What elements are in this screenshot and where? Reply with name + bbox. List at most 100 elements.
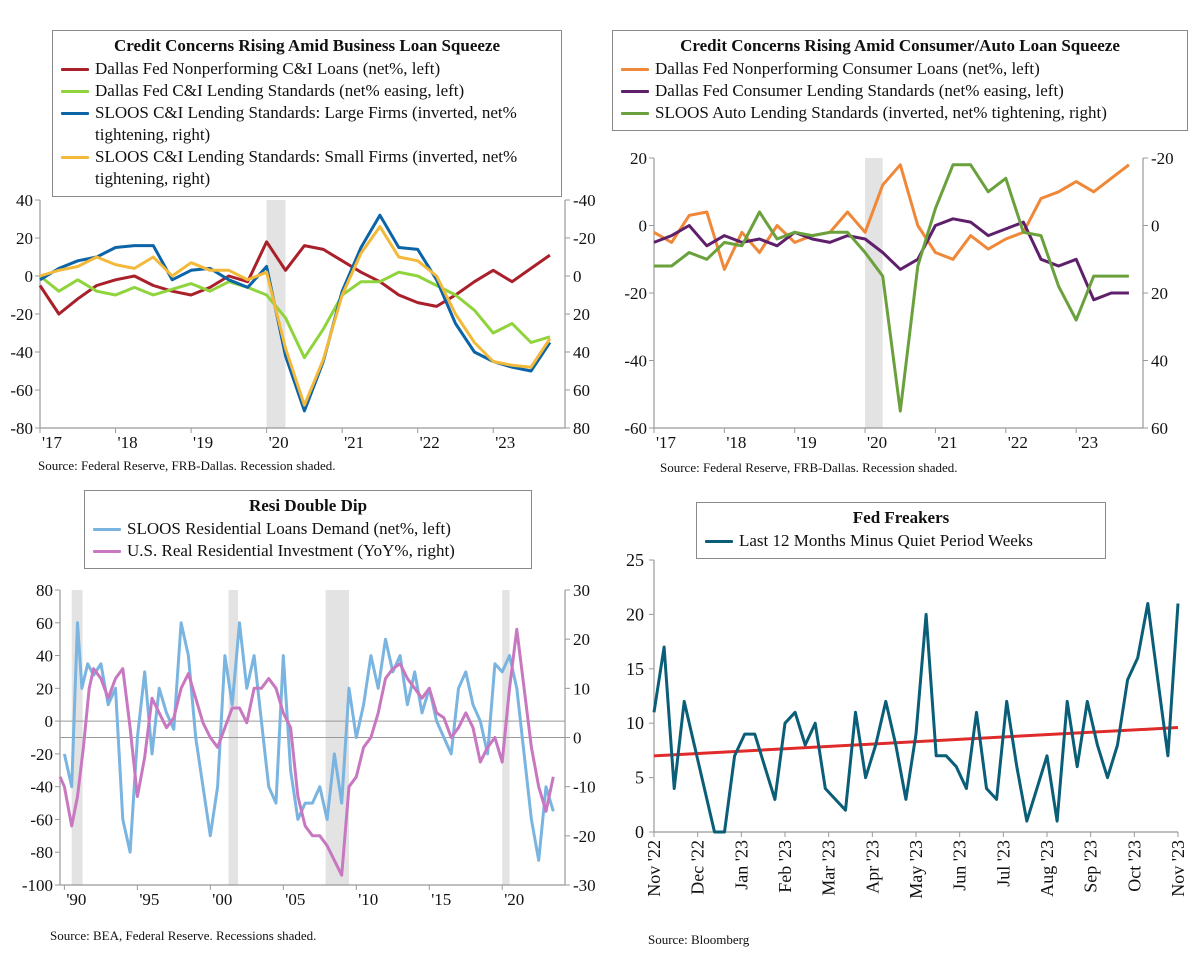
x-tick-label: Apr '23 bbox=[862, 840, 882, 894]
x-tick-label: Jun '23 bbox=[950, 840, 970, 891]
business-loan-legend: Credit Concerns Rising Amid Business Loa… bbox=[52, 30, 562, 197]
legend-label: Last 12 Months Minus Quiet Period Weeks bbox=[739, 531, 1033, 550]
legend-label: U.S. Real Residential Investment (YoY%, … bbox=[127, 541, 455, 560]
x-tick-label: '18 bbox=[726, 433, 746, 452]
x-tick-label: '19 bbox=[193, 433, 213, 452]
chart-source: Source: Federal Reserve, FRB-Dallas. Rec… bbox=[38, 458, 336, 473]
legend-item: U.S. Real Residential Investment (YoY%, … bbox=[93, 540, 523, 562]
y-tick-label-right: 10 bbox=[573, 679, 590, 698]
x-tick-label: '00 bbox=[212, 890, 232, 909]
y-tick-label: -40 bbox=[30, 778, 53, 797]
legend-label: SLOOS C&I Lending Standards: Large Firms… bbox=[95, 103, 517, 144]
y-tick-label-right: -30 bbox=[573, 876, 596, 895]
y-tick-label-right: 20 bbox=[573, 305, 590, 324]
legend-swatch bbox=[621, 90, 649, 93]
x-tick-label: '15 bbox=[431, 890, 451, 909]
y-tick-label-right: 0 bbox=[573, 267, 582, 286]
y-tick-label-right: 40 bbox=[1151, 352, 1168, 371]
legend-swatch bbox=[621, 68, 649, 71]
legend-swatch bbox=[61, 90, 89, 93]
y-tick-label: -60 bbox=[30, 810, 53, 829]
x-tick-label: Mar '23 bbox=[819, 840, 839, 896]
series-line bbox=[39, 213, 552, 413]
legend-swatch bbox=[705, 540, 733, 543]
y-tick-label-right: 30 bbox=[573, 581, 590, 600]
fed-freakers-chart-panel: 25 20 15 10 5 0 Nov '22 Dec '22 Jan '23 Feb '23 Ma… bbox=[600, 480, 1200, 960]
y-tick-label: 5 bbox=[635, 768, 644, 788]
y-tick-label-right: 40 bbox=[573, 343, 590, 362]
y-tick-label-right: -10 bbox=[573, 778, 596, 797]
legend-swatch bbox=[621, 112, 649, 115]
legend-label: Dallas Fed Nonperforming C&I Loans (net%… bbox=[95, 59, 441, 78]
y-tick-label: -20 bbox=[10, 305, 33, 324]
legend-label: SLOOS C&I Lending Standards: Small Firms… bbox=[95, 147, 518, 188]
consumer-loan-legend: Credit Concerns Rising Amid Consumer/Aut… bbox=[612, 30, 1188, 131]
legend-swatch bbox=[93, 528, 121, 531]
y-tick-label-right: 80 bbox=[573, 419, 590, 438]
x-tick-label: Feb '23 bbox=[775, 840, 795, 893]
resi-legend: Resi Double Dip SLOOS Residential Loans … bbox=[84, 490, 532, 569]
series-line bbox=[653, 163, 1130, 271]
y-tick-label-right: 20 bbox=[1151, 284, 1168, 303]
legend-item: Dallas Fed C&I Lending Standards (net% e… bbox=[61, 80, 553, 102]
consumer-loan-chart-panel: 20 0 -20 -40 -60 -20 0 20 40 60 '17 '18 '19 '20 '21 '22… bbox=[600, 0, 1200, 480]
legend-swatch bbox=[61, 68, 89, 71]
y-tick-label: 20 bbox=[16, 229, 33, 248]
chart-title: Fed Freakers bbox=[852, 508, 950, 527]
x-tick-label: '10 bbox=[358, 890, 378, 909]
y-tick-label-right: 60 bbox=[1151, 419, 1168, 438]
x-tick-label: '20 bbox=[867, 433, 887, 452]
y-tick-label: 40 bbox=[36, 647, 53, 666]
x-tick-label: '05 bbox=[285, 890, 305, 909]
y-tick-label: 80 bbox=[36, 581, 53, 600]
y-tick-label-right: 0 bbox=[1151, 217, 1160, 236]
y-tick-label-right: -20 bbox=[573, 827, 596, 846]
legend-swatch bbox=[61, 112, 89, 115]
y-tick-label-right: 20 bbox=[573, 630, 590, 649]
business-loan-chart-panel: 40 20 0 -20 -40 -60 -80 -40 -20 0 20 40 60 80 '17 '18 '1… bbox=[0, 0, 600, 480]
y-tick-label: -20 bbox=[30, 745, 53, 764]
x-tick-label: '23 bbox=[495, 433, 515, 452]
y-tick-label: 20 bbox=[630, 149, 647, 168]
y-tick-label: 0 bbox=[639, 217, 648, 236]
y-tick-label: 60 bbox=[36, 614, 53, 633]
y-tick-label: -100 bbox=[22, 876, 53, 895]
series-line bbox=[58, 627, 555, 877]
y-tick-label: 25 bbox=[626, 550, 644, 570]
chart-title: Credit Concerns Rising Amid Consumer/Aut… bbox=[680, 36, 1120, 55]
x-tick-label: '17 bbox=[42, 433, 63, 452]
x-tick-label: '22 bbox=[420, 433, 440, 452]
y-tick-label: -20 bbox=[624, 284, 647, 303]
y-tick-label-right: -20 bbox=[573, 229, 596, 248]
x-tick-label: '20 bbox=[504, 890, 524, 909]
series-line bbox=[62, 621, 555, 862]
x-tick-label: '22 bbox=[1008, 433, 1028, 452]
x-tick-label: Oct '23 bbox=[1124, 840, 1144, 892]
chart-source: Source: Bloomberg bbox=[648, 932, 750, 947]
y-tick-label: 0 bbox=[25, 267, 34, 286]
legend-label: Dallas Fed Consumer Lending Standards (n… bbox=[655, 81, 1064, 100]
y-tick-label: 0 bbox=[45, 712, 54, 731]
x-tick-label: '17 bbox=[656, 433, 677, 452]
chart-source: Source: BEA, Federal Reserve. Recessions… bbox=[50, 928, 317, 943]
legend-item: Dallas Fed Nonperforming C&I Loans (net%… bbox=[61, 58, 553, 80]
legend-item: Last 12 Months Minus Quiet Period Weeks bbox=[705, 530, 1097, 552]
legend-item: SLOOS C&I Lending Standards: Small Firms… bbox=[61, 146, 553, 190]
x-tick-label: Jul '23 bbox=[993, 840, 1013, 887]
y-tick-label: -80 bbox=[30, 843, 53, 862]
legend-label: Dallas Fed C&I Lending Standards (net% e… bbox=[95, 81, 465, 100]
legend-item: SLOOS Auto Lending Standards (inverted, … bbox=[621, 102, 1179, 124]
x-tick-label: '21 bbox=[344, 433, 364, 452]
x-tick-label: '20 bbox=[269, 433, 289, 452]
y-tick-label: -80 bbox=[10, 419, 33, 438]
legend-item: SLOOS C&I Lending Standards: Large Firms… bbox=[61, 102, 553, 146]
legend-label: Dallas Fed Nonperforming Consumer Loans … bbox=[655, 59, 1040, 78]
y-tick-label: -60 bbox=[10, 381, 33, 400]
x-tick-label: Nov '23 bbox=[1168, 840, 1188, 897]
x-tick-label: '21 bbox=[937, 433, 957, 452]
y-tick-label: 20 bbox=[626, 604, 644, 624]
legend-label: SLOOS Residential Loans Demand (net%, le… bbox=[127, 519, 451, 538]
y-tick-label: 15 bbox=[626, 659, 644, 679]
x-tick-label: Jan '23 bbox=[731, 840, 751, 890]
